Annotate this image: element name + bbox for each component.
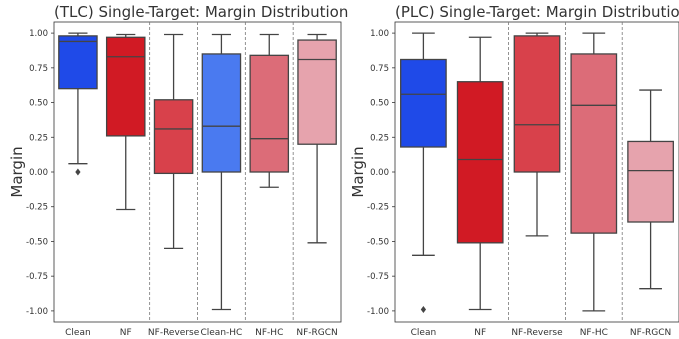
y-tick-label: -0.75 xyxy=(26,272,48,282)
box-clean xyxy=(58,32,98,176)
y-tick-label: 0.75 xyxy=(29,64,48,74)
box-clean xyxy=(400,32,447,313)
chart-title: (TLC) Single-Target: Margin Distribution xyxy=(54,3,348,21)
box-nf-rgcn xyxy=(627,89,674,290)
y-tick-label: 0.25 xyxy=(370,133,389,143)
y-tick-label: -0.50 xyxy=(367,237,389,247)
x-tick-label: NF-Reverse xyxy=(148,328,200,338)
box-iqr xyxy=(58,35,98,90)
box-iqr xyxy=(456,81,504,244)
y-tick-label: 0.75 xyxy=(370,64,389,74)
chart-title: (PLC) Single-Target: Margin Distribution xyxy=(395,3,679,21)
x-tick-label: NF-Reverse xyxy=(511,328,563,338)
box-iqr xyxy=(249,54,290,173)
outlier-marker xyxy=(75,168,81,176)
chart-panel-plc: (PLC) Single-Target: Margin Distribution… xyxy=(349,3,679,338)
box-nf-rgcn xyxy=(297,33,337,244)
x-tick-label: Clean xyxy=(411,328,437,338)
y-tick-label: 1.00 xyxy=(29,29,48,39)
y-tick-label: -0.75 xyxy=(367,272,389,282)
box-nf-reverse xyxy=(513,32,561,237)
outlier-marker xyxy=(420,306,427,313)
box-iqr xyxy=(627,140,674,223)
box-iqr xyxy=(297,39,337,145)
y-tick-label: -1.00 xyxy=(26,307,48,317)
y-tick-label: 0.25 xyxy=(29,133,48,143)
y-axis-label: Margin xyxy=(349,146,367,197)
x-tick-label: NF-RGCN xyxy=(296,328,337,338)
box-iqr xyxy=(400,58,447,148)
box-clean-hc xyxy=(201,33,242,311)
y-tick-label: -0.50 xyxy=(26,237,48,247)
box-iqr xyxy=(513,35,561,173)
y-tick-label: 0.00 xyxy=(29,168,48,178)
x-tick-label: Clean xyxy=(65,328,91,338)
y-tick-label: -0.25 xyxy=(367,203,389,213)
y-tick-label: 0.00 xyxy=(370,168,389,178)
y-tick-label: -1.00 xyxy=(367,307,389,317)
x-tick-label: NF-HC xyxy=(255,328,283,338)
y-tick-label: -0.25 xyxy=(26,203,48,213)
x-tick-label: NF xyxy=(474,328,486,338)
box-iqr xyxy=(105,36,146,137)
box-nf-hc xyxy=(249,33,290,188)
box-iqr xyxy=(201,53,242,173)
x-tick-label: NF-RGCN xyxy=(630,328,671,338)
y-tick-label: 0.50 xyxy=(370,99,389,109)
box-nf xyxy=(456,36,504,311)
y-tick-label: 1.00 xyxy=(370,29,389,39)
x-tick-label: NF-HC xyxy=(580,328,608,338)
x-tick-label: NF xyxy=(120,328,132,338)
box-nf-reverse xyxy=(153,33,194,250)
box-nf-hc xyxy=(570,32,618,312)
box-iqr xyxy=(570,53,618,234)
box-iqr xyxy=(153,99,194,175)
chart-panel-tlc: (TLC) Single-Target: Margin Distribution… xyxy=(8,3,348,338)
y-tick-label: 0.50 xyxy=(29,99,48,109)
box-nf xyxy=(105,33,146,211)
x-tick-label: Clean-HC xyxy=(200,328,242,338)
y-axis-label: Margin xyxy=(8,146,26,197)
